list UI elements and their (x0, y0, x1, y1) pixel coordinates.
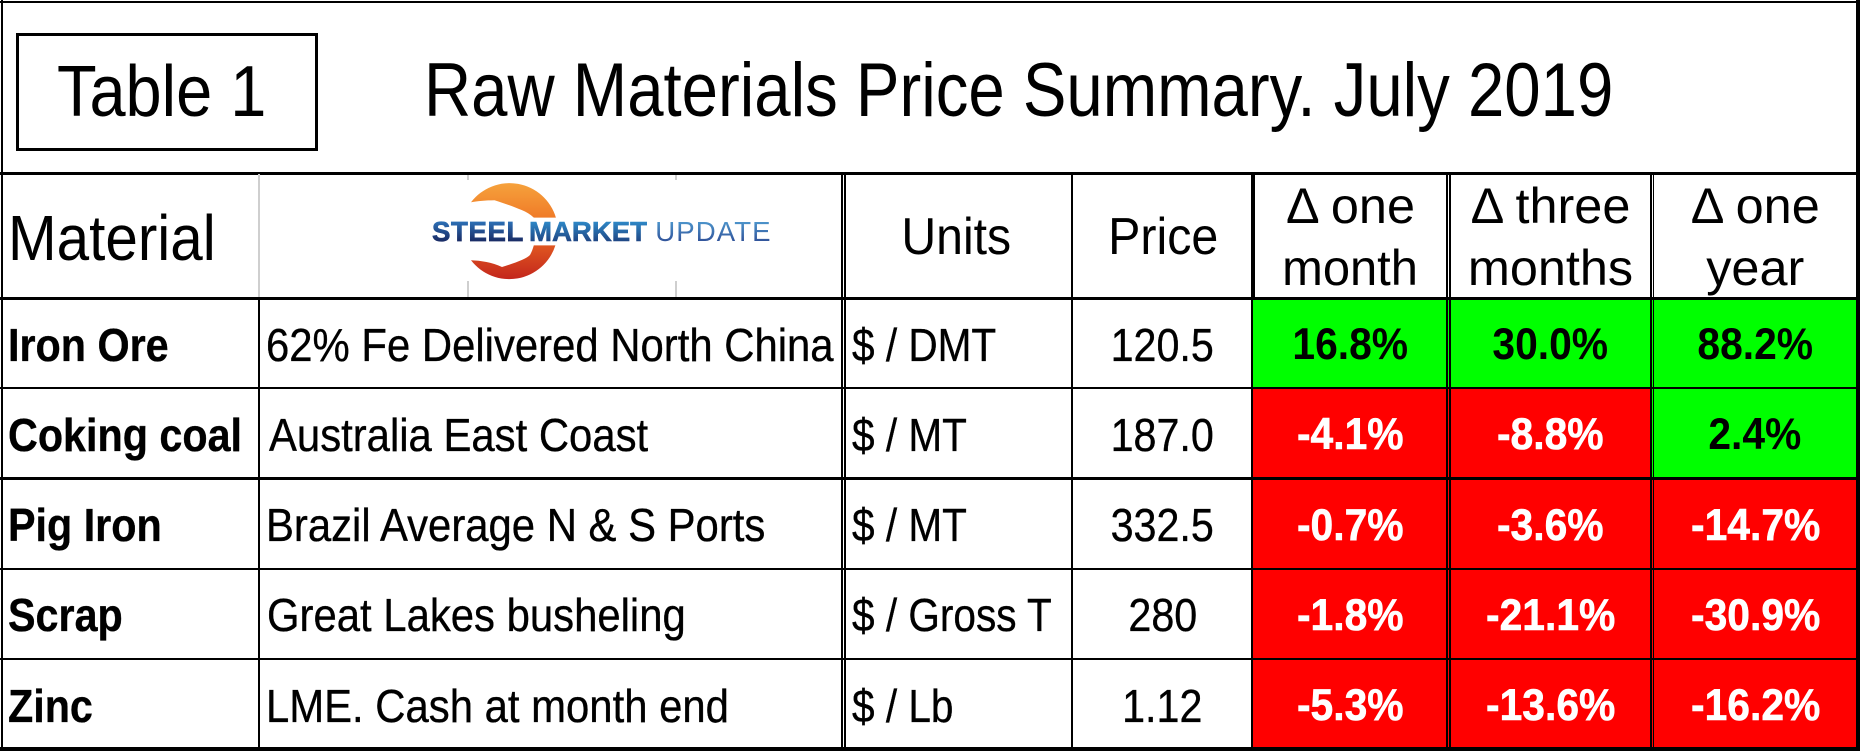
svg-text:UPDATE: UPDATE (655, 216, 771, 247)
svg-text:MARKET: MARKET (529, 216, 647, 247)
svg-text:STEEL: STEEL (432, 216, 524, 247)
